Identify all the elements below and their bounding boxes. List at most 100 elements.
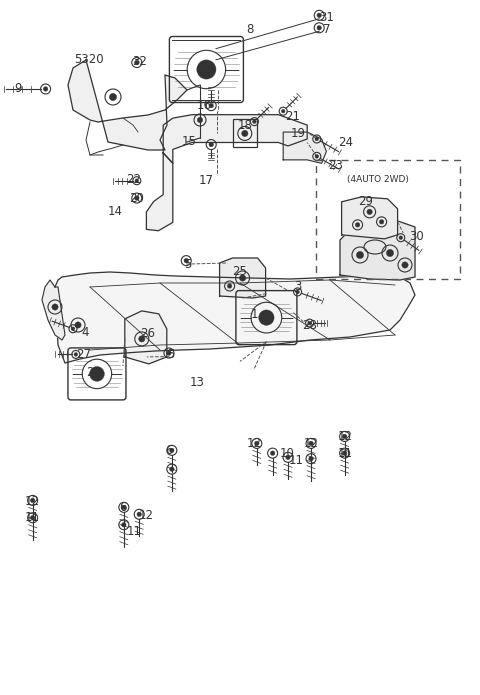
- Polygon shape: [42, 280, 65, 340]
- Text: 8: 8: [246, 23, 253, 35]
- Circle shape: [270, 451, 275, 455]
- Text: 5320: 5320: [74, 53, 104, 65]
- Circle shape: [209, 142, 214, 147]
- Text: 29: 29: [358, 195, 373, 208]
- Text: 12: 12: [247, 437, 262, 450]
- Circle shape: [281, 109, 285, 113]
- Text: 11: 11: [289, 454, 304, 466]
- Polygon shape: [146, 153, 173, 231]
- Circle shape: [121, 505, 126, 509]
- Text: 20: 20: [130, 192, 144, 204]
- Circle shape: [355, 222, 360, 227]
- Circle shape: [286, 455, 290, 459]
- Circle shape: [315, 154, 319, 158]
- Text: 12: 12: [303, 437, 319, 450]
- Text: 10: 10: [280, 447, 294, 459]
- Circle shape: [252, 120, 256, 124]
- Circle shape: [197, 60, 216, 79]
- Text: 28: 28: [302, 319, 317, 332]
- Text: 32: 32: [132, 55, 146, 67]
- Text: 4: 4: [82, 326, 89, 338]
- Circle shape: [356, 252, 364, 259]
- Circle shape: [169, 467, 174, 471]
- Circle shape: [139, 336, 145, 342]
- Circle shape: [315, 137, 319, 141]
- Circle shape: [137, 512, 142, 516]
- Circle shape: [386, 250, 394, 256]
- Circle shape: [75, 322, 81, 328]
- Text: 19: 19: [291, 127, 306, 140]
- Circle shape: [309, 441, 313, 445]
- Circle shape: [90, 366, 104, 382]
- Text: 5: 5: [167, 348, 174, 361]
- Circle shape: [209, 104, 214, 108]
- Text: 23: 23: [329, 159, 343, 172]
- Circle shape: [169, 448, 174, 452]
- Text: 22: 22: [126, 173, 141, 186]
- Polygon shape: [68, 60, 187, 150]
- Text: 26: 26: [140, 327, 156, 340]
- Circle shape: [296, 290, 300, 294]
- Circle shape: [109, 93, 117, 101]
- Circle shape: [342, 434, 347, 439]
- Circle shape: [134, 196, 139, 200]
- Circle shape: [52, 304, 58, 310]
- Circle shape: [399, 236, 403, 240]
- Text: 14: 14: [108, 206, 123, 218]
- Text: 12: 12: [338, 430, 353, 443]
- Text: 6: 6: [119, 501, 126, 514]
- Polygon shape: [125, 311, 167, 364]
- Circle shape: [342, 451, 347, 455]
- Text: 9: 9: [14, 83, 22, 95]
- Circle shape: [30, 516, 35, 520]
- Text: 17: 17: [199, 174, 214, 187]
- Polygon shape: [55, 272, 415, 363]
- Circle shape: [367, 209, 372, 215]
- Text: 11: 11: [338, 447, 353, 459]
- Text: 3: 3: [294, 280, 301, 293]
- Bar: [316, 160, 460, 279]
- Circle shape: [254, 441, 259, 445]
- Circle shape: [167, 351, 171, 355]
- Circle shape: [71, 327, 75, 331]
- Text: 31: 31: [319, 11, 334, 24]
- Text: 11: 11: [25, 512, 40, 524]
- Text: (4AUTO 2WD): (4AUTO 2WD): [348, 175, 409, 183]
- Circle shape: [74, 352, 78, 357]
- Text: 16: 16: [196, 99, 212, 112]
- Circle shape: [134, 60, 139, 65]
- Circle shape: [402, 262, 408, 268]
- Text: 12: 12: [139, 509, 154, 522]
- Text: 25: 25: [233, 265, 247, 277]
- Circle shape: [317, 13, 322, 17]
- Text: 18: 18: [238, 119, 252, 131]
- Circle shape: [240, 275, 246, 281]
- Circle shape: [317, 26, 322, 30]
- Circle shape: [379, 220, 384, 224]
- Text: 12: 12: [25, 496, 40, 508]
- Text: 27: 27: [76, 348, 92, 361]
- Text: 24: 24: [338, 136, 353, 149]
- Circle shape: [197, 117, 203, 123]
- Text: 11: 11: [127, 525, 142, 538]
- Circle shape: [309, 457, 313, 461]
- Text: 7: 7: [323, 23, 330, 35]
- Text: 13: 13: [190, 376, 204, 389]
- Circle shape: [228, 284, 232, 288]
- Circle shape: [184, 259, 189, 263]
- Text: 21: 21: [285, 111, 300, 123]
- Polygon shape: [340, 220, 415, 280]
- Text: 1: 1: [251, 308, 258, 320]
- Circle shape: [121, 523, 126, 527]
- Circle shape: [259, 310, 274, 325]
- Text: 15: 15: [182, 136, 197, 148]
- Text: 5: 5: [184, 258, 192, 270]
- Circle shape: [30, 498, 35, 502]
- Text: 6: 6: [165, 444, 173, 457]
- Polygon shape: [163, 115, 307, 163]
- Polygon shape: [342, 197, 397, 239]
- Polygon shape: [219, 258, 265, 298]
- Circle shape: [241, 130, 248, 137]
- Circle shape: [308, 321, 312, 325]
- Circle shape: [135, 179, 139, 183]
